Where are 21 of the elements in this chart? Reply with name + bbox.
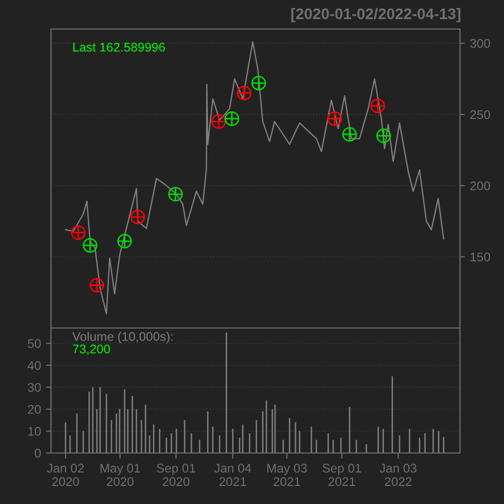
x-tick-label: May 01 2020: [100, 464, 140, 486]
y-tick-label: 40: [28, 361, 41, 370]
x-tick-label: Jan 03 2022: [380, 464, 416, 486]
x-tick-label: Jan 04 2021: [214, 464, 252, 486]
annotation: Last 162.589996: [73, 42, 165, 52]
x-tick-label: Sep 01 2021: [322, 464, 362, 486]
x-tick-label: May 03 2021: [267, 464, 307, 486]
y-tick-label: 20: [28, 404, 41, 414]
annotation: Volume (10,000s):: [72, 332, 173, 344]
x-tick-label: Sep 01 2020: [156, 464, 196, 486]
y-tick-label: 10: [28, 426, 41, 436]
annotation: 73,200: [72, 344, 110, 355]
y-tick-label: 0: [34, 448, 41, 458]
y-tick-label: 150: [470, 252, 490, 262]
y-tick-label: 30: [28, 383, 41, 392]
chart-title: [2020-01-02/2022-04-13]: [291, 8, 460, 22]
y-tick-label: 50: [28, 339, 41, 348]
x-tick-label: Jan 02 2020: [46, 464, 84, 486]
y-tick-label: 300: [470, 39, 490, 48]
y-tick-label: 200: [470, 181, 490, 190]
y-tick-label: 250: [470, 110, 490, 120]
